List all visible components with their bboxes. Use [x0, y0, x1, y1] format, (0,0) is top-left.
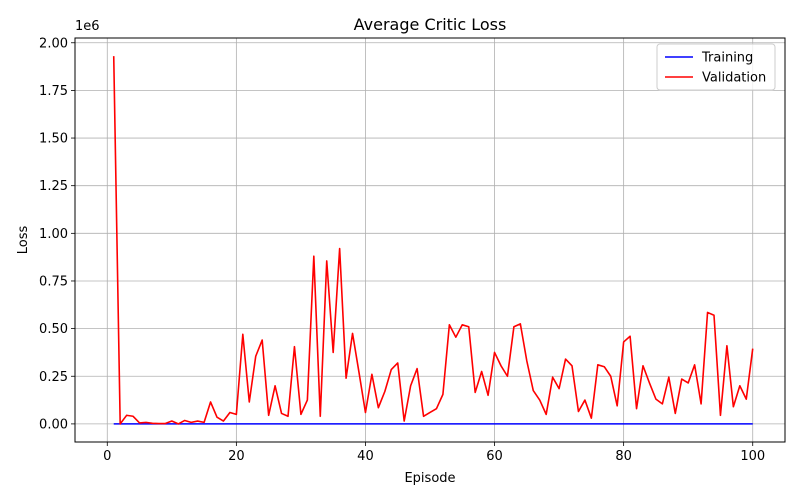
y-tick-label: 0.25	[39, 370, 68, 385]
x-tick-label: 20	[228, 449, 245, 464]
x-tick-label: 0	[103, 449, 111, 464]
plot-series	[112, 56, 754, 425]
y-tick-label: 1.50	[39, 132, 68, 147]
y-axis-label: Loss	[16, 226, 31, 255]
legend-label-training: Training	[701, 51, 753, 66]
y-tick-label: 1.00	[39, 227, 68, 242]
chart-title: Average Critic Loss	[354, 15, 507, 34]
x-tick-label: 60	[486, 449, 503, 464]
y-tick-label: 1.25	[39, 179, 68, 194]
y-tick-label: 0.50	[39, 322, 68, 337]
legend-box	[656, 43, 776, 91]
series-line-validation	[112, 56, 754, 425]
y-tick-label: 1.75	[39, 84, 68, 99]
plot-frame	[74, 37, 786, 443]
y-tick-label: 0.00	[39, 417, 68, 432]
axis-ticks: 0 20 40 60 80 100 0.00 0.25 0.50 0.75 1.00 1.25 1.50…	[39, 36, 765, 464]
x-tick-label: 100	[740, 449, 765, 464]
y-tick-label: 2.00	[39, 36, 68, 51]
legend: Training Validation	[656, 43, 776, 91]
y-axis-offset-label: 1e6	[75, 19, 100, 34]
x-axis-label: Episode	[404, 471, 455, 486]
y-tick-label: 0.75	[39, 274, 68, 289]
grid	[75, 38, 785, 442]
x-tick-label: 40	[357, 449, 374, 464]
x-tick-label: 80	[615, 449, 632, 464]
legend-label-validation: Validation	[702, 71, 766, 86]
